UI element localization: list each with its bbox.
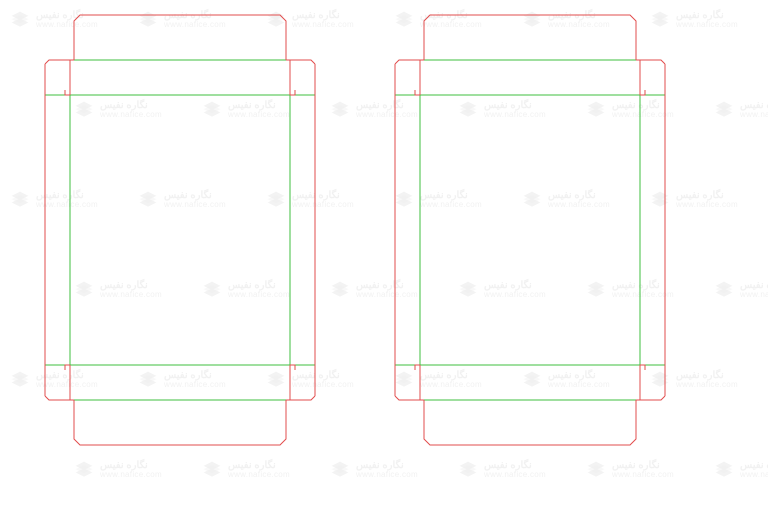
- dieline-layer: [0, 0, 768, 512]
- box-left: [45, 15, 315, 445]
- box-right: [395, 15, 665, 445]
- dieline-svg: [0, 0, 768, 512]
